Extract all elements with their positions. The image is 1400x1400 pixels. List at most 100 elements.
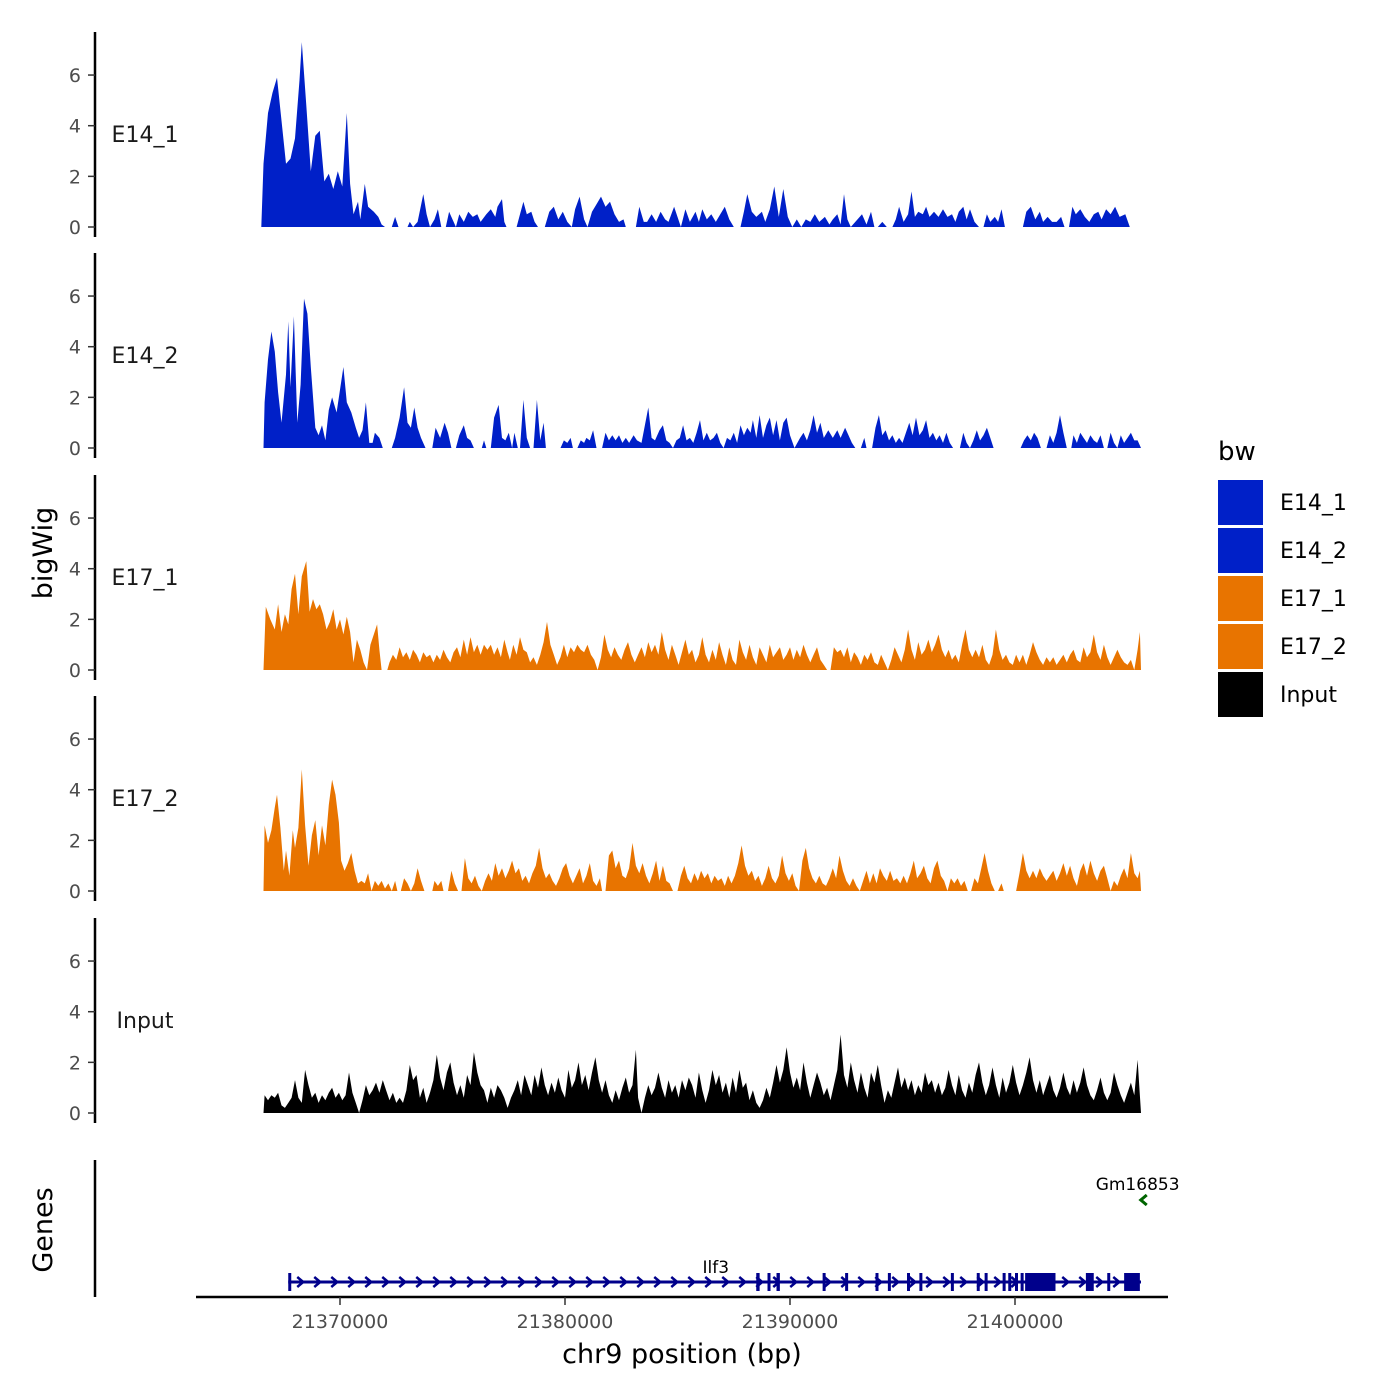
signal-area [263,298,1141,448]
genes-axis-title: Genes [28,1187,59,1272]
legend-label: E17_1 [1280,587,1347,612]
legend-title: bw [1218,437,1256,467]
strand-arrow-icon [942,1276,952,1288]
track-label: E14_1 [112,123,179,148]
legend-label: E17_2 [1280,635,1347,660]
strand-arrow-icon [364,1276,374,1288]
signal-tracks: 0 2 4 6 E14_1 0 2 4 6 E14_2 0 2 4 6 E17_1 0 2 4 6 E17_2 0 2 4 6… [69,32,1141,1125]
x-tick-label: 21380000 [517,1311,614,1333]
legend-swatch [1218,480,1263,525]
track-e17-2: 0 2 4 6 E17_2 [69,696,1141,903]
legend-swatch [1218,528,1263,573]
legend-label: E14_1 [1280,491,1347,516]
track-label: Input [117,1009,174,1034]
y-tick-label: 4 [69,337,81,359]
signal-area [263,561,1141,670]
y-tick-label: 0 [69,438,81,460]
strand-arrow-icon [1095,1276,1105,1288]
y-tick-label: 6 [69,951,81,973]
x-axis-title: chr9 position (bp) [562,1339,802,1370]
exon [767,1273,771,1291]
track-label: E17_1 [112,566,179,591]
gene-label: Gm16853 [1096,1175,1180,1195]
y-tick-label: 2 [69,1052,81,1074]
y-tick-label: 6 [69,508,81,530]
exon [984,1273,988,1291]
exon [1025,1273,1056,1291]
signal-area [263,1034,1141,1113]
strand-arrow-icon [534,1276,544,1288]
strand-arrow-icon [653,1276,663,1288]
y-tick-label: 2 [69,166,81,188]
y-tick-label: 0 [69,217,81,239]
strand-arrow-icon [347,1276,357,1288]
exon [776,1273,780,1291]
legend-swatch [1218,576,1263,621]
strand-arrow-icon [602,1276,612,1288]
strand-arrow-icon [1061,1276,1071,1288]
strand-arrow-icon [959,1276,969,1288]
y-tick-label: 6 [69,65,81,87]
x-axis: 21370000 21380000 21390000 21400000 [196,1295,1168,1333]
gene-annotation-panel: Ilf3 Gm16853 [93,1160,1180,1297]
exon [1020,1273,1024,1291]
legend-label: Input [1280,683,1337,708]
y-tick-label: 2 [69,609,81,631]
strand-arrow-icon [313,1276,323,1288]
strand-arrow-icon [687,1276,697,1288]
strand-arrow-icon [993,1276,1003,1288]
strand-arrow-icon [517,1276,527,1288]
strand-arrow-icon [398,1276,408,1288]
strand-arrow-icon [823,1276,833,1288]
exon [919,1273,923,1291]
strand-arrow-icon [432,1276,442,1288]
track-e14-2: 0 2 4 6 E14_2 [69,253,1141,460]
legend-swatch [1218,672,1263,717]
gene-gm16853: Gm16853 [1096,1175,1180,1207]
y-tick-label: 0 [69,660,81,682]
signal-area [261,42,1130,227]
exon [1008,1273,1012,1291]
strand-arrow-icon [551,1276,561,1288]
exon [907,1273,910,1291]
exon [845,1273,849,1291]
strand-arrow-icon [738,1276,748,1288]
strand-arrow-icon [1138,1193,1148,1207]
track-label: E14_2 [112,344,179,369]
legend-swatch [1218,624,1263,669]
strand-arrow-icon [449,1276,459,1288]
track-input: 0 2 4 6 Input [69,918,1141,1125]
y-axis-title: bigWig [28,507,59,600]
gene-label: Ilf3 [702,1258,729,1278]
strand-arrow-icon [585,1276,595,1288]
strand-arrow-icon [857,1276,867,1288]
y-tick-label: 4 [69,559,81,581]
exon [976,1273,980,1291]
exon [887,1273,891,1291]
strand-arrow-icon [466,1276,476,1288]
strand-arrow-icon [908,1276,918,1288]
track-label: E17_2 [112,787,179,812]
legend: bw E14_1 E14_2 E17_1 E17_2 Input [1218,437,1347,717]
strand-arrow-icon [1078,1276,1088,1288]
strand-arrow-icon [721,1276,731,1288]
strand-arrow-icon [704,1276,714,1288]
exon [1015,1273,1018,1291]
x-tick-label: 21390000 [742,1311,839,1333]
track-e17-1: 0 2 4 6 E17_1 [69,475,1141,682]
exon [1107,1273,1111,1291]
strand-arrow-icon [925,1276,935,1288]
exon [822,1273,826,1291]
strand-arrow-icon [500,1276,510,1288]
strand-arrow-icon [636,1276,646,1288]
y-tick-label: 2 [69,387,81,409]
y-tick-label: 4 [69,780,81,802]
track-e14-1: 0 2 4 6 E14_1 [69,32,1130,239]
strand-arrow-icon [891,1276,901,1288]
strand-arrow-icon [296,1276,306,1288]
y-tick-label: 6 [69,286,81,308]
strand-arrow-icon [330,1276,340,1288]
exon [1124,1273,1140,1291]
strand-arrow-icon [619,1276,629,1288]
